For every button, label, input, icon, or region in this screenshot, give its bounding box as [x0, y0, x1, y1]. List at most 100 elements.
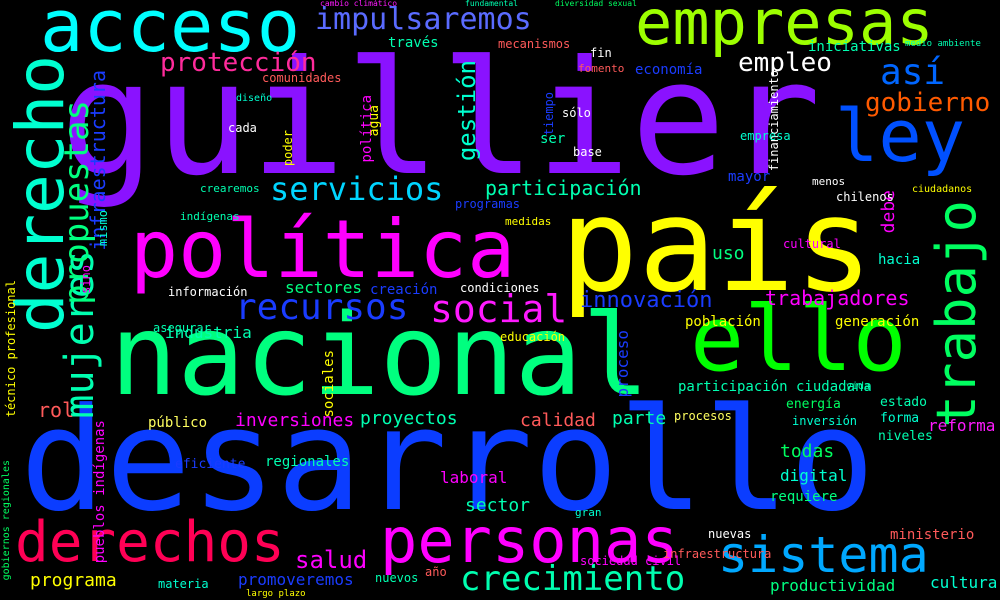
- word-tecnico-profesional: técnico profesional: [4, 280, 18, 418]
- word-programas: programas: [455, 197, 521, 211]
- word-impulsaremos: impulsaremos: [315, 2, 532, 37]
- word-politica: política: [130, 203, 516, 296]
- word-energia: energía: [786, 397, 841, 412]
- word-traves: través: [388, 35, 439, 51]
- word-crecimiento: crecimiento: [460, 559, 686, 599]
- word-trabajadores: trabajadores: [765, 286, 910, 310]
- word-guillier: guillier: [60, 27, 821, 211]
- word-poblacion: población: [685, 314, 761, 330]
- word-asegurar: eficiente: [175, 457, 246, 472]
- word-servicios: servicios: [270, 170, 444, 208]
- word-diseno: diseño: [236, 93, 273, 104]
- word-sectores: sectores: [285, 278, 363, 297]
- word-programa: programa: [30, 570, 117, 591]
- word-reforma: reforma: [928, 416, 996, 435]
- word-inversiones: inversiones: [235, 410, 355, 431]
- word-parte: parte: [612, 408, 667, 429]
- word-regionales: regionales: [265, 454, 350, 470]
- word-pueblos-indigenas: pueblos indígenas: [92, 420, 108, 564]
- word-recursos: recursos: [235, 287, 409, 328]
- word-sistema: sistema: [718, 526, 929, 584]
- word-solo: sólo: [562, 106, 591, 120]
- word-gobierno: gobierno: [865, 88, 991, 118]
- word-desarrollo: desarrollo: [20, 378, 875, 543]
- word-social: social: [430, 287, 568, 331]
- word-rol: rol: [38, 398, 75, 422]
- word-proteccion: protección: [160, 48, 317, 78]
- word-promoveremos: promoveremos: [238, 570, 354, 589]
- word-ley: ley: [835, 94, 966, 178]
- word-agua: agua: [367, 105, 382, 137]
- word-industria: industria: [165, 323, 252, 342]
- word-sector: sector: [465, 495, 531, 516]
- word-generacion: generación: [835, 314, 920, 330]
- word-todas: todas: [780, 441, 835, 462]
- word-economia: economía: [635, 62, 703, 78]
- word-fomento: fomento: [578, 62, 625, 75]
- word-participacion-ciudadana: participación ciudadana: [678, 379, 872, 395]
- word-ministerio: ministerio: [890, 527, 975, 543]
- word-informacion: información: [168, 285, 248, 299]
- word-pais: país: [560, 169, 874, 321]
- word-indigenas: crearemos: [200, 182, 260, 195]
- word-condiciones: condiciones: [460, 281, 540, 295]
- word-mecanismos: mecanismos: [498, 37, 571, 51]
- word-diversidad-sexual: diversidad sexual: [555, 0, 637, 8]
- word-medio-ambiente: medio ambiente: [905, 39, 981, 49]
- word-procesos: procesos: [674, 409, 732, 423]
- word-niveles: niveles: [878, 429, 933, 444]
- word-participacion: participación: [485, 176, 642, 200]
- word-gran: asegurar: [153, 321, 211, 335]
- word-largo-plazo: vida: [846, 381, 871, 392]
- word-sociedad-civil: largo plazo: [246, 589, 306, 599]
- word-proceso: proceso: [613, 330, 632, 398]
- word-sociales: sociales: [321, 350, 337, 418]
- word-cambio-climatico: cambio climático: [320, 0, 398, 8]
- word-derechos: derechos: [15, 510, 285, 575]
- word-poder: poder: [281, 130, 295, 167]
- word-cultura: cultura: [930, 573, 998, 592]
- word-ser: ser: [540, 131, 566, 147]
- word-digital: digital: [780, 466, 848, 485]
- word-forma: forma: [880, 411, 920, 426]
- word-menos: menos: [812, 175, 846, 188]
- word-materia: materia: [158, 577, 209, 591]
- word-trabajo: trabajo: [925, 200, 988, 428]
- word-crearemos: gran: [575, 506, 602, 519]
- word-empresa: empresa: [740, 129, 791, 143]
- word-requiere: requiere: [770, 489, 838, 505]
- word-empleo: empleo: [738, 48, 832, 78]
- word-nuevos: nuevos: [375, 571, 419, 585]
- word-innovacion: innovación: [580, 288, 713, 313]
- word-nuevas: infraestructura: [663, 547, 772, 561]
- word-cada: cada: [228, 121, 257, 135]
- word-iniciativas: iniciativas: [808, 39, 901, 55]
- word-medidas: medidas: [505, 215, 552, 228]
- word-estado: estado: [880, 395, 927, 410]
- word-mayor: mayor: [728, 169, 771, 185]
- word-productividad: productividad: [770, 576, 896, 595]
- word-asi: así: [880, 52, 946, 93]
- word-ello: ello: [690, 287, 907, 392]
- word-acceso: acceso: [40, 0, 301, 68]
- word-laboral: laboral: [440, 468, 508, 487]
- word-hacia: hacia: [878, 252, 921, 268]
- word-nacional: nacional: [110, 291, 650, 421]
- word-empresas: empresas: [635, 0, 934, 59]
- word-personas: personas: [380, 504, 679, 577]
- word-publico: público: [148, 415, 208, 431]
- word-ano: año: [425, 565, 447, 579]
- word-mismo: sino: [79, 265, 93, 294]
- word-cultural: indígenas: [180, 210, 240, 223]
- word-uso: uso: [712, 243, 745, 264]
- word-ciudadanos: ciudadanos: [912, 184, 973, 195]
- word-sino: nuevas: [708, 527, 752, 541]
- word-tiempo: mismo: [96, 210, 110, 247]
- word-vida: tiempo: [542, 92, 556, 136]
- word-gobiernos-regionales: gobiernos regionales: [1, 460, 12, 581]
- word-educacion: educación: [500, 330, 566, 344]
- word-fundamental: fundamental: [465, 0, 518, 8]
- word-proyectos: proyectos: [360, 408, 458, 429]
- word-chilenos: chilenos: [836, 190, 894, 204]
